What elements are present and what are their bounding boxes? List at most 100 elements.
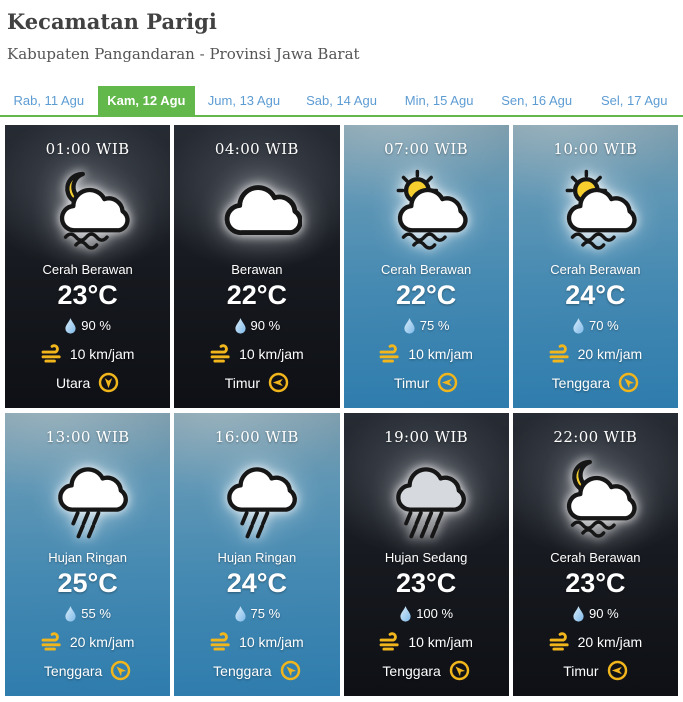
condition-label: Hujan Sedang: [384, 550, 468, 565]
weather-icon: [212, 163, 302, 255]
wind-direction-label: Timur: [563, 662, 599, 679]
wind-speed-value: 20 km/jam: [69, 633, 135, 650]
wind-direction-label: Tenggara: [382, 662, 441, 679]
page-title: Kecamatan Parigi: [7, 9, 217, 34]
wind-icon: [379, 632, 404, 651]
day-tab[interactable]: Jum, 13 Agu: [195, 86, 293, 115]
wind-speed-value: 20 km/jam: [577, 345, 643, 362]
day-tabs: Rab, 11 Agu Kam, 12 Agu Jum, 13 Agu Sab,…: [0, 86, 683, 117]
day-tab[interactable]: Kam, 12 Agu: [97, 86, 196, 115]
wind-direction-icon: [110, 660, 131, 681]
time-label: 01:00 WIB: [45, 140, 130, 158]
day-tab[interactable]: Sel, 17 Agu: [585, 86, 683, 115]
water-drop-icon: [403, 317, 416, 334]
humidity-value: 90 %: [81, 318, 111, 334]
wind-direction-label: Tenggara: [213, 662, 272, 679]
condition-label: Berawan: [231, 262, 283, 277]
day-tab-label: Sel, 17 Agu: [601, 93, 668, 108]
condition-label: Cerah Berawan: [550, 550, 641, 565]
wind-row: 20 km/jam: [549, 344, 643, 363]
wind-speed-value: 10 km/jam: [69, 345, 135, 362]
wind-direction-row: Tenggara: [552, 372, 639, 393]
humidity-value: 100 %: [416, 606, 454, 622]
water-drop-icon: [572, 605, 585, 622]
water-drop-icon: [399, 605, 412, 622]
forecast-card: 04:00 WIB Berawan 22°C 90 % 10 km/jam Ti…: [174, 125, 340, 408]
wind-speed-value: 10 km/jam: [408, 633, 473, 650]
wind-speed-value: 10 km/jam: [239, 345, 304, 362]
wind-direction-icon: [449, 660, 470, 681]
day-tab[interactable]: Min, 15 Agu: [390, 86, 488, 115]
wind-row: 10 km/jam: [210, 344, 304, 363]
humidity-row: 75 %: [234, 605, 281, 622]
humidity-value: 75 %: [250, 606, 281, 622]
weather-icon: [550, 163, 640, 255]
water-drop-icon: [234, 317, 247, 334]
time-label: 04:00 WIB: [214, 140, 299, 158]
day-tab[interactable]: Sab, 14 Agu: [293, 86, 391, 115]
wind-direction-icon: [607, 660, 628, 681]
time-label: 10:00 WIB: [553, 140, 638, 158]
condition-label: Hujan Ringan: [48, 550, 128, 565]
temperature-value: 24°C: [226, 568, 288, 598]
wind-direction-label: Utara: [56, 374, 91, 391]
forecast-card: 13:00 WIB Hujan Ringan 25°C 55 % 20 km/j…: [5, 413, 171, 696]
day-tab-label: Min, 15 Agu: [404, 93, 474, 108]
humidity-row: 75 %: [403, 317, 449, 334]
wind-row: 10 km/jam: [379, 632, 473, 651]
weather-icon: [43, 163, 133, 255]
temperature-value: 25°C: [57, 568, 118, 598]
wind-icon: [549, 632, 574, 651]
humidity-row: 90 %: [572, 605, 619, 622]
humidity-row: 100 %: [399, 605, 453, 622]
wind-row: 20 km/jam: [549, 632, 643, 651]
day-tab[interactable]: Sen, 16 Agu: [488, 86, 586, 115]
temperature-value: 24°C: [565, 280, 626, 310]
time-label: 16:00 WIB: [214, 428, 299, 446]
weather-icon: [212, 451, 302, 543]
wind-direction-icon: [280, 660, 301, 681]
water-drop-icon: [64, 317, 77, 334]
wind-icon: [41, 344, 66, 363]
day-tab-label: Kam, 12 Agu: [107, 93, 186, 108]
water-drop-icon: [572, 317, 585, 334]
time-label: 13:00 WIB: [45, 428, 130, 446]
wind-direction-label: Timur: [224, 374, 260, 391]
humidity-row: 55 %: [64, 605, 111, 622]
forecast-card: 19:00 WIB Hujan Sedang 23°C 100 % 10 km/…: [343, 413, 509, 696]
day-tab-label: Sen, 16 Agu: [501, 93, 573, 108]
temperature-value: 22°C: [226, 280, 288, 310]
wind-icon: [41, 632, 66, 651]
wind-direction-row: Tenggara: [382, 660, 470, 681]
wind-icon: [210, 632, 235, 651]
wind-direction-row: Timur: [394, 372, 458, 393]
time-label: 07:00 WIB: [384, 140, 469, 158]
weather-icon: [381, 163, 471, 255]
humidity-row: 90 %: [64, 317, 111, 334]
humidity-row: 90 %: [234, 317, 280, 334]
forecast-card: 22:00 WIB Cerah Berawan 23°C 90 % 20 km/…: [512, 413, 678, 696]
temperature-value: 23°C: [57, 280, 118, 310]
day-tab[interactable]: Rab, 11 Agu: [0, 86, 98, 115]
wind-direction-row: Timur: [225, 372, 289, 393]
page-subtitle: Kabupaten Pangandaran - Provinsi Jawa Ba…: [7, 45, 360, 63]
wind-direction-row: Utara: [56, 372, 119, 393]
wind-direction-label: Tenggara: [43, 662, 103, 679]
wind-direction-icon: [98, 372, 119, 393]
weather-icon: [550, 451, 640, 543]
forecast-card: 16:00 WIB Hujan Ringan 24°C 75 % 10 km/j…: [174, 413, 340, 696]
wind-direction-row: Tenggara: [44, 660, 131, 681]
condition-label: Cerah Berawan: [550, 262, 641, 277]
wind-direction-row: Tenggara: [213, 660, 300, 681]
forecast-card: 10:00 WIB Cerah Berawan 24°C 70 % 20 km/…: [512, 125, 678, 408]
wind-direction-label: Timur: [393, 374, 430, 391]
forecast-grid: 01:00 WIB Cerah Berawan 23°C 90 % 10 km/…: [5, 125, 678, 696]
wind-direction-label: Tenggara: [551, 374, 611, 391]
wind-direction-icon: [268, 372, 289, 393]
wind-speed-value: 20 km/jam: [577, 633, 643, 650]
wind-row: 10 km/jam: [41, 344, 135, 363]
forecast-card: 07:00 WIB Cerah Berawan 22°C 75 % 10 km/…: [343, 125, 509, 408]
wind-row: 10 km/jam: [210, 632, 304, 651]
humidity-value: 55 %: [81, 606, 111, 622]
wind-icon: [379, 344, 404, 363]
